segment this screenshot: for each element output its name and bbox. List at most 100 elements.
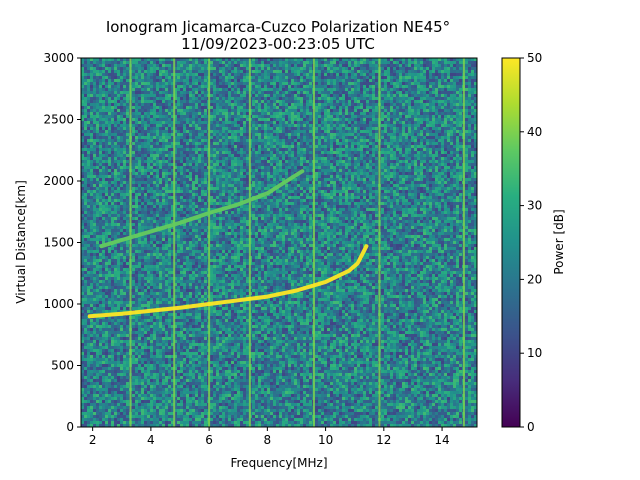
heatmap-cell [315, 118, 318, 121]
heatmap-cell [216, 94, 219, 97]
heatmap-cell [399, 166, 402, 169]
heatmap-cell [441, 166, 444, 169]
heatmap-cell [471, 115, 474, 118]
heatmap-cell [351, 112, 354, 115]
heatmap-cell [144, 139, 147, 142]
heatmap-cell [165, 100, 168, 103]
heatmap-cell [429, 76, 432, 79]
heatmap-cell [318, 85, 321, 88]
heatmap-cell [189, 124, 192, 127]
heatmap-cell [246, 91, 249, 94]
heatmap-cell [396, 61, 399, 64]
heatmap-cell [162, 118, 165, 121]
heatmap-cell [300, 154, 303, 157]
heatmap-cell [186, 166, 189, 169]
heatmap-cell [183, 106, 186, 109]
heatmap-cell [381, 61, 384, 64]
heatmap-cell [372, 106, 375, 109]
heatmap-cell [387, 106, 390, 109]
heatmap-cell [81, 160, 84, 163]
heatmap-cell [282, 160, 285, 163]
heatmap-cell [114, 73, 117, 76]
heatmap-cell [228, 79, 231, 82]
heatmap-cell [264, 154, 267, 157]
heatmap-cell [159, 160, 162, 163]
heatmap-cell [96, 127, 99, 130]
heatmap-cell [303, 94, 306, 97]
heatmap-cell [411, 148, 414, 151]
heatmap-cell [417, 145, 420, 148]
heatmap-cell [465, 106, 468, 109]
heatmap-cell [429, 163, 432, 166]
heatmap-cell [165, 157, 168, 160]
heatmap-cell [243, 157, 246, 160]
heatmap-cell [213, 124, 216, 127]
heatmap-cell [117, 109, 120, 112]
heatmap-cell [90, 124, 93, 127]
heatmap-cell [420, 130, 423, 133]
heatmap-cell [276, 103, 279, 106]
heatmap-cell [342, 103, 345, 106]
heatmap-cell [384, 154, 387, 157]
heatmap-cell [156, 82, 159, 85]
heatmap-cell [135, 82, 138, 85]
heatmap-cell [243, 73, 246, 76]
heatmap-cell [90, 121, 93, 124]
heatmap-cell [291, 145, 294, 148]
heatmap-cell [438, 70, 441, 73]
heatmap-cell [156, 118, 159, 121]
heatmap-cell [243, 121, 246, 124]
heatmap-cell [93, 169, 96, 172]
heatmap-cell [402, 154, 405, 157]
heatmap-cell [180, 109, 183, 112]
heatmap-cell [459, 154, 462, 157]
heatmap-cell [318, 100, 321, 103]
heatmap-cell [306, 82, 309, 85]
heatmap-cell [369, 67, 372, 70]
heatmap-cell [165, 97, 168, 100]
heatmap-cell [156, 97, 159, 100]
heatmap-cell [396, 70, 399, 73]
heatmap-cell [318, 133, 321, 136]
heatmap-cell [204, 166, 207, 169]
heatmap-cell [96, 106, 99, 109]
heatmap-cell [366, 142, 369, 145]
heatmap-cell [351, 115, 354, 118]
heatmap-cell [192, 118, 195, 121]
heatmap-cell [225, 118, 228, 121]
heatmap-cell [168, 67, 171, 70]
heatmap-cell [120, 64, 123, 67]
heatmap-cell [96, 124, 99, 127]
heatmap-cell [213, 130, 216, 133]
heatmap-cell [315, 130, 318, 133]
heatmap-cell [144, 124, 147, 127]
heatmap-cell [162, 124, 165, 127]
heatmap-cell [468, 100, 471, 103]
heatmap-cell [234, 139, 237, 142]
heatmap-cell [201, 100, 204, 103]
heatmap-cell [300, 166, 303, 169]
heatmap-cell [330, 127, 333, 130]
heatmap-cell [441, 118, 444, 121]
heatmap-cell [420, 136, 423, 139]
heatmap-cell [375, 94, 378, 97]
heatmap-cell [318, 163, 321, 166]
heatmap-cell [186, 91, 189, 94]
heatmap-cell [87, 139, 90, 142]
heatmap-cell [330, 58, 333, 61]
heatmap-cell [231, 163, 234, 166]
heatmap-cell [132, 145, 135, 148]
heatmap-cell [168, 91, 171, 94]
heatmap-cell [339, 121, 342, 124]
heatmap-cell [360, 91, 363, 94]
heatmap-cell [405, 82, 408, 85]
heatmap-cell [174, 151, 177, 154]
heatmap-cell [177, 103, 180, 106]
heatmap-cell [84, 88, 87, 91]
heatmap-cell [96, 109, 99, 112]
heatmap-cell [147, 133, 150, 136]
heatmap-cell [429, 73, 432, 76]
heatmap-cell [150, 64, 153, 67]
heatmap-cell [123, 76, 126, 79]
heatmap-cell [306, 88, 309, 91]
